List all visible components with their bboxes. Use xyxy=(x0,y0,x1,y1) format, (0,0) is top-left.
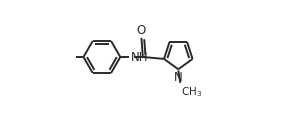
Text: O: O xyxy=(137,24,146,37)
Text: CH$_3$: CH$_3$ xyxy=(181,84,202,98)
Text: NH: NH xyxy=(131,51,148,64)
Text: N: N xyxy=(174,70,183,83)
